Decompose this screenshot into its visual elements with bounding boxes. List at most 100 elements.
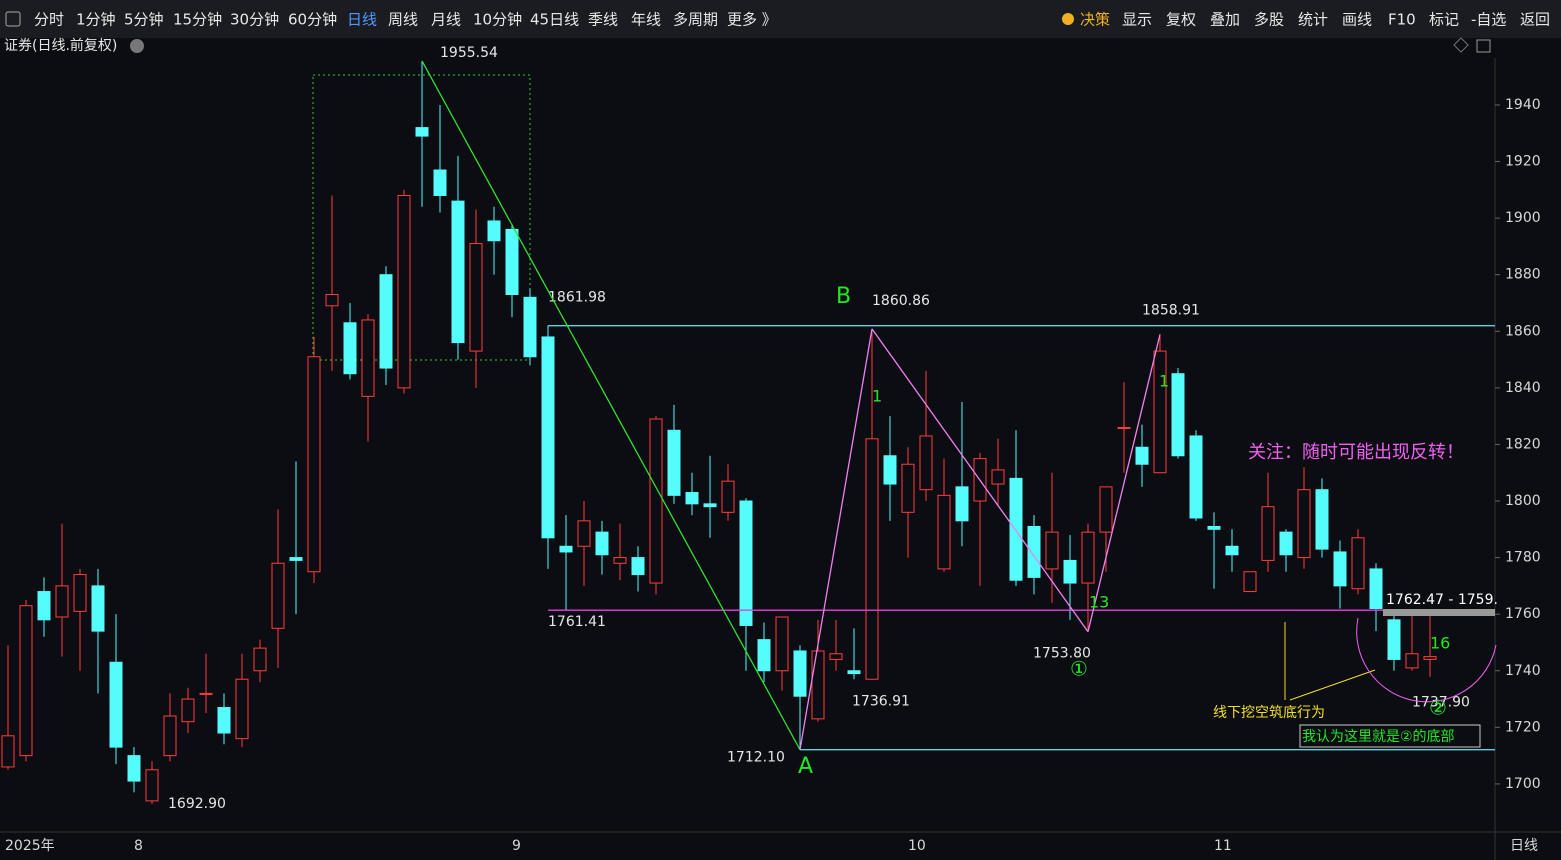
candle-body xyxy=(433,169,447,196)
price-label: 1692.90 xyxy=(168,796,226,812)
candle-body xyxy=(595,531,609,556)
annotation: 1 xyxy=(1159,372,1169,391)
toolbar-item[interactable]: 月线 xyxy=(431,11,461,29)
annotation: ② xyxy=(1429,696,1447,720)
candle-body xyxy=(1315,489,1329,550)
toolbar-item[interactable]: 1分钟 xyxy=(76,11,116,29)
candle-body xyxy=(1405,653,1419,669)
header-toggle[interactable] xyxy=(130,39,144,53)
toolbar-item[interactable]: 多周期 xyxy=(673,11,718,29)
toolbar-item[interactable]: 更多 》 xyxy=(727,11,777,29)
annotation: 关注：随时可能出现反转！ xyxy=(1248,442,1464,463)
candle-body xyxy=(451,200,465,344)
level-label: 1861.98 xyxy=(548,290,606,306)
candle-body xyxy=(415,127,429,137)
toolbar-item[interactable]: 标记 xyxy=(1429,11,1459,29)
toolbar-item[interactable]: 45日线 xyxy=(530,11,579,29)
annotation: 16 xyxy=(1430,634,1450,653)
toolbar-item[interactable]: 多股 xyxy=(1254,11,1284,29)
arrow xyxy=(1289,669,1376,701)
trend-line xyxy=(421,60,801,750)
candle-body xyxy=(1153,350,1167,474)
candle-body xyxy=(631,557,645,576)
candle-body xyxy=(379,274,393,369)
annotation: 我认为这里就是②的底部 xyxy=(1302,728,1455,745)
bulb-icon xyxy=(1062,13,1074,25)
period-label: 日线 xyxy=(1510,838,1538,854)
candle-body xyxy=(37,591,51,621)
candle-body xyxy=(325,294,339,307)
candle-body xyxy=(1063,559,1077,584)
panel-icon[interactable] xyxy=(1476,39,1491,53)
y-tick-label: 1840 xyxy=(1505,380,1541,396)
candle-body xyxy=(937,494,951,570)
candle-body xyxy=(505,228,519,295)
candle-body xyxy=(685,492,699,505)
candle-body xyxy=(217,707,231,734)
price-bar xyxy=(1383,609,1495,616)
candle-body xyxy=(1369,568,1383,610)
candle-body xyxy=(289,557,303,561)
toolbar-item[interactable]: 15分钟 xyxy=(173,11,222,29)
candle-body xyxy=(1081,531,1095,584)
candle-body xyxy=(253,647,267,672)
toolbar-item[interactable]: 10分钟 xyxy=(473,11,522,29)
candle-body xyxy=(955,486,969,522)
candle-body xyxy=(1243,571,1257,593)
x-tick-label: 9 xyxy=(512,838,521,854)
candle-body xyxy=(109,661,123,748)
toolbar-item[interactable]: 周线 xyxy=(388,11,418,29)
toolbar-item[interactable]: -自选 xyxy=(1471,11,1506,29)
candle-body xyxy=(127,755,141,782)
candle-body xyxy=(145,769,159,802)
candle-body xyxy=(199,692,213,695)
price-label: 1753.80 xyxy=(1033,646,1091,662)
candle-body xyxy=(397,194,411,389)
toolbar-item[interactable]: 季线 xyxy=(588,11,618,29)
header: 证券(日线.前复权) xyxy=(4,37,117,54)
candle-body xyxy=(163,715,177,757)
toolbar-item[interactable]: 年线 xyxy=(631,11,661,29)
price-label: 1736.91 xyxy=(852,693,910,709)
toolbar-item[interactable]: F10 xyxy=(1388,11,1416,29)
y-tick-label: 1940 xyxy=(1505,97,1541,113)
candle-body xyxy=(1135,446,1149,465)
toolbar-item[interactable]: 画线 xyxy=(1342,11,1372,29)
candle-body xyxy=(307,356,321,573)
candle-body xyxy=(469,243,483,352)
y-tick-label: 1760 xyxy=(1505,606,1541,622)
y-tick-label: 1740 xyxy=(1505,663,1541,679)
toolbar-item[interactable]: 60分钟 xyxy=(288,11,337,29)
candle-body xyxy=(721,480,735,513)
y-tick-label: 1920 xyxy=(1505,154,1541,170)
candle-body xyxy=(73,574,87,612)
toolbar-item[interactable]: 决策 xyxy=(1080,11,1110,29)
candle-body xyxy=(1045,531,1059,570)
candle-body xyxy=(1117,426,1131,429)
toolbar-item[interactable]: 复权 xyxy=(1166,11,1196,29)
menu-icon[interactable] xyxy=(5,11,21,27)
candle-body xyxy=(91,585,105,632)
price-label: 1860.86 xyxy=(872,293,930,309)
candle-body xyxy=(1351,537,1365,590)
candle-body xyxy=(811,650,825,720)
toolbar-item[interactable]: 叠加 xyxy=(1210,11,1240,29)
diamond-icon[interactable] xyxy=(1453,37,1469,53)
toolbar-item[interactable]: 5分钟 xyxy=(124,11,164,29)
toolbar-item[interactable]: 分时 xyxy=(34,11,64,29)
x-tick-label: 11 xyxy=(1214,838,1232,854)
toolbar-item[interactable]: 显示 xyxy=(1122,11,1152,29)
toolbar-item[interactable]: 日线 xyxy=(347,11,377,29)
toolbar-item[interactable]: 30分钟 xyxy=(230,11,279,29)
toolbar-item[interactable]: 返回 xyxy=(1520,11,1550,29)
toolbar-item[interactable]: 统计 xyxy=(1298,11,1328,29)
level-label: 1712.10 xyxy=(727,750,785,766)
candle-body xyxy=(919,435,933,491)
price-label: 1737.90 xyxy=(1412,695,1470,711)
candle-body xyxy=(1,735,15,768)
candle-body xyxy=(793,650,807,697)
candle-body xyxy=(559,545,573,553)
candle-body xyxy=(613,557,627,564)
annotation: 1 xyxy=(872,387,882,406)
